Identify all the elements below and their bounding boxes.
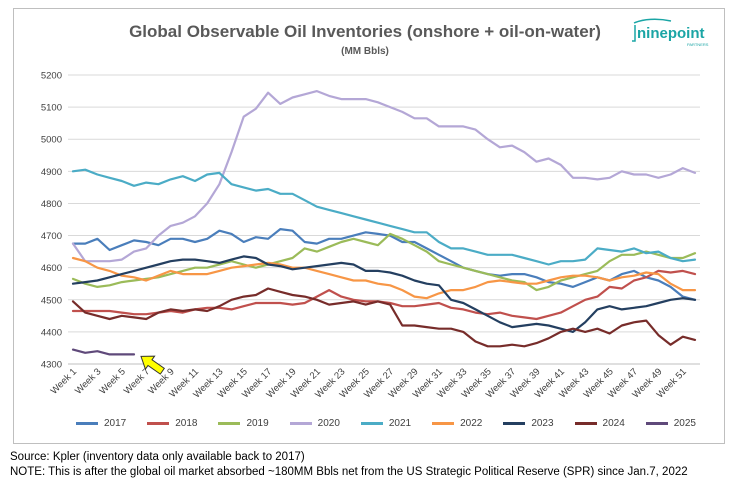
- legend-label: 2025: [673, 417, 696, 429]
- legend-item-2021: 2021: [360, 416, 412, 430]
- legend-label: 2019: [246, 417, 269, 429]
- legend-swatch: [574, 421, 597, 425]
- legend-item-2022: 2022: [432, 416, 482, 430]
- x-tick-label: Week 1: [49, 366, 79, 396]
- legend-swatch: [360, 421, 383, 425]
- legend-label: 2020: [317, 417, 340, 429]
- y-tick-label: 5000: [41, 135, 62, 146]
- footnote: Source: Kpler (inventory data only avail…: [10, 450, 688, 480]
- series-line-2021: [71, 168, 697, 266]
- legend-item-2019: 2019: [218, 416, 269, 430]
- legend-item-2020: 2020: [289, 416, 340, 430]
- y-tick-label: 4300: [41, 360, 62, 371]
- y-tick-label: 4500: [41, 295, 62, 306]
- y-tick-label: 4900: [41, 167, 62, 178]
- chart-title: Global Observable Oil Inventories (onsho…: [129, 22, 601, 41]
- series-lines: [71, 89, 697, 356]
- x-tick-label: Week 3: [73, 366, 103, 396]
- legend-swatch: [289, 421, 312, 425]
- legend-item-2017: 2017: [76, 416, 126, 430]
- footnote-source: Source: Kpler (inventory data only avail…: [10, 451, 305, 463]
- footnote-note: NOTE: This is after the global oil marke…: [10, 466, 688, 478]
- yellow-arrow-icon: [140, 355, 165, 375]
- legend-label: 2017: [104, 417, 127, 429]
- legend-label: 2021: [388, 417, 412, 429]
- chart-subtitle: (MM Bbls): [341, 46, 389, 57]
- chart-legend: 2017 2018 2019 2020 2021 2022 2023 2024 2025: [76, 416, 696, 430]
- legend-swatch: [645, 421, 668, 425]
- series-line-2017: [71, 228, 697, 301]
- logo-subtext: PARTNERS: [687, 42, 709, 47]
- logo-bracket-icon: [632, 25, 636, 42]
- legend-swatch: [147, 421, 170, 425]
- y-axis: 4300 4400 4500 4600 4700 4800 4900 5000 5100 5200: [41, 71, 62, 371]
- x-tick-label: Week 5: [97, 366, 127, 396]
- legend-swatch: [76, 421, 98, 425]
- x-tick-label: Week 7: [122, 366, 152, 396]
- ninepoint-logo: ninepoint PARTNERS: [632, 18, 709, 47]
- series-line-2025: [71, 348, 136, 356]
- legend-swatch: [432, 421, 455, 425]
- y-tick-label: 4700: [41, 231, 62, 242]
- y-tick-label: 4600: [41, 263, 62, 274]
- legend-label: 2018: [175, 417, 198, 429]
- legend-swatch: [218, 421, 241, 425]
- chart-frame: [13, 8, 725, 444]
- series-line-2020: [71, 89, 697, 263]
- logo-text: ninepoint: [637, 25, 705, 42]
- y-tick-label: 4400: [41, 327, 62, 338]
- gridlines: [68, 74, 700, 365]
- legend-label: 2022: [460, 417, 483, 429]
- series-line-2023: [71, 255, 697, 333]
- legend-swatch: [503, 421, 526, 425]
- logo-swoosh-icon: [633, 18, 672, 24]
- y-tick-label: 4800: [41, 199, 62, 210]
- legend-item-2024: 2024: [574, 416, 625, 430]
- legend-item-2025: 2025: [645, 416, 696, 430]
- legend-label: 2023: [531, 417, 554, 429]
- legend-item-2018: 2018: [147, 416, 197, 430]
- annotation-arrow: [140, 355, 165, 375]
- y-tick-label: 5200: [41, 71, 62, 82]
- series-line-2022: [71, 256, 697, 300]
- series-line-2024: [71, 287, 697, 348]
- legend-label: 2024: [602, 417, 625, 429]
- y-tick-label: 5100: [41, 103, 62, 114]
- legend-item-2023: 2023: [503, 416, 554, 430]
